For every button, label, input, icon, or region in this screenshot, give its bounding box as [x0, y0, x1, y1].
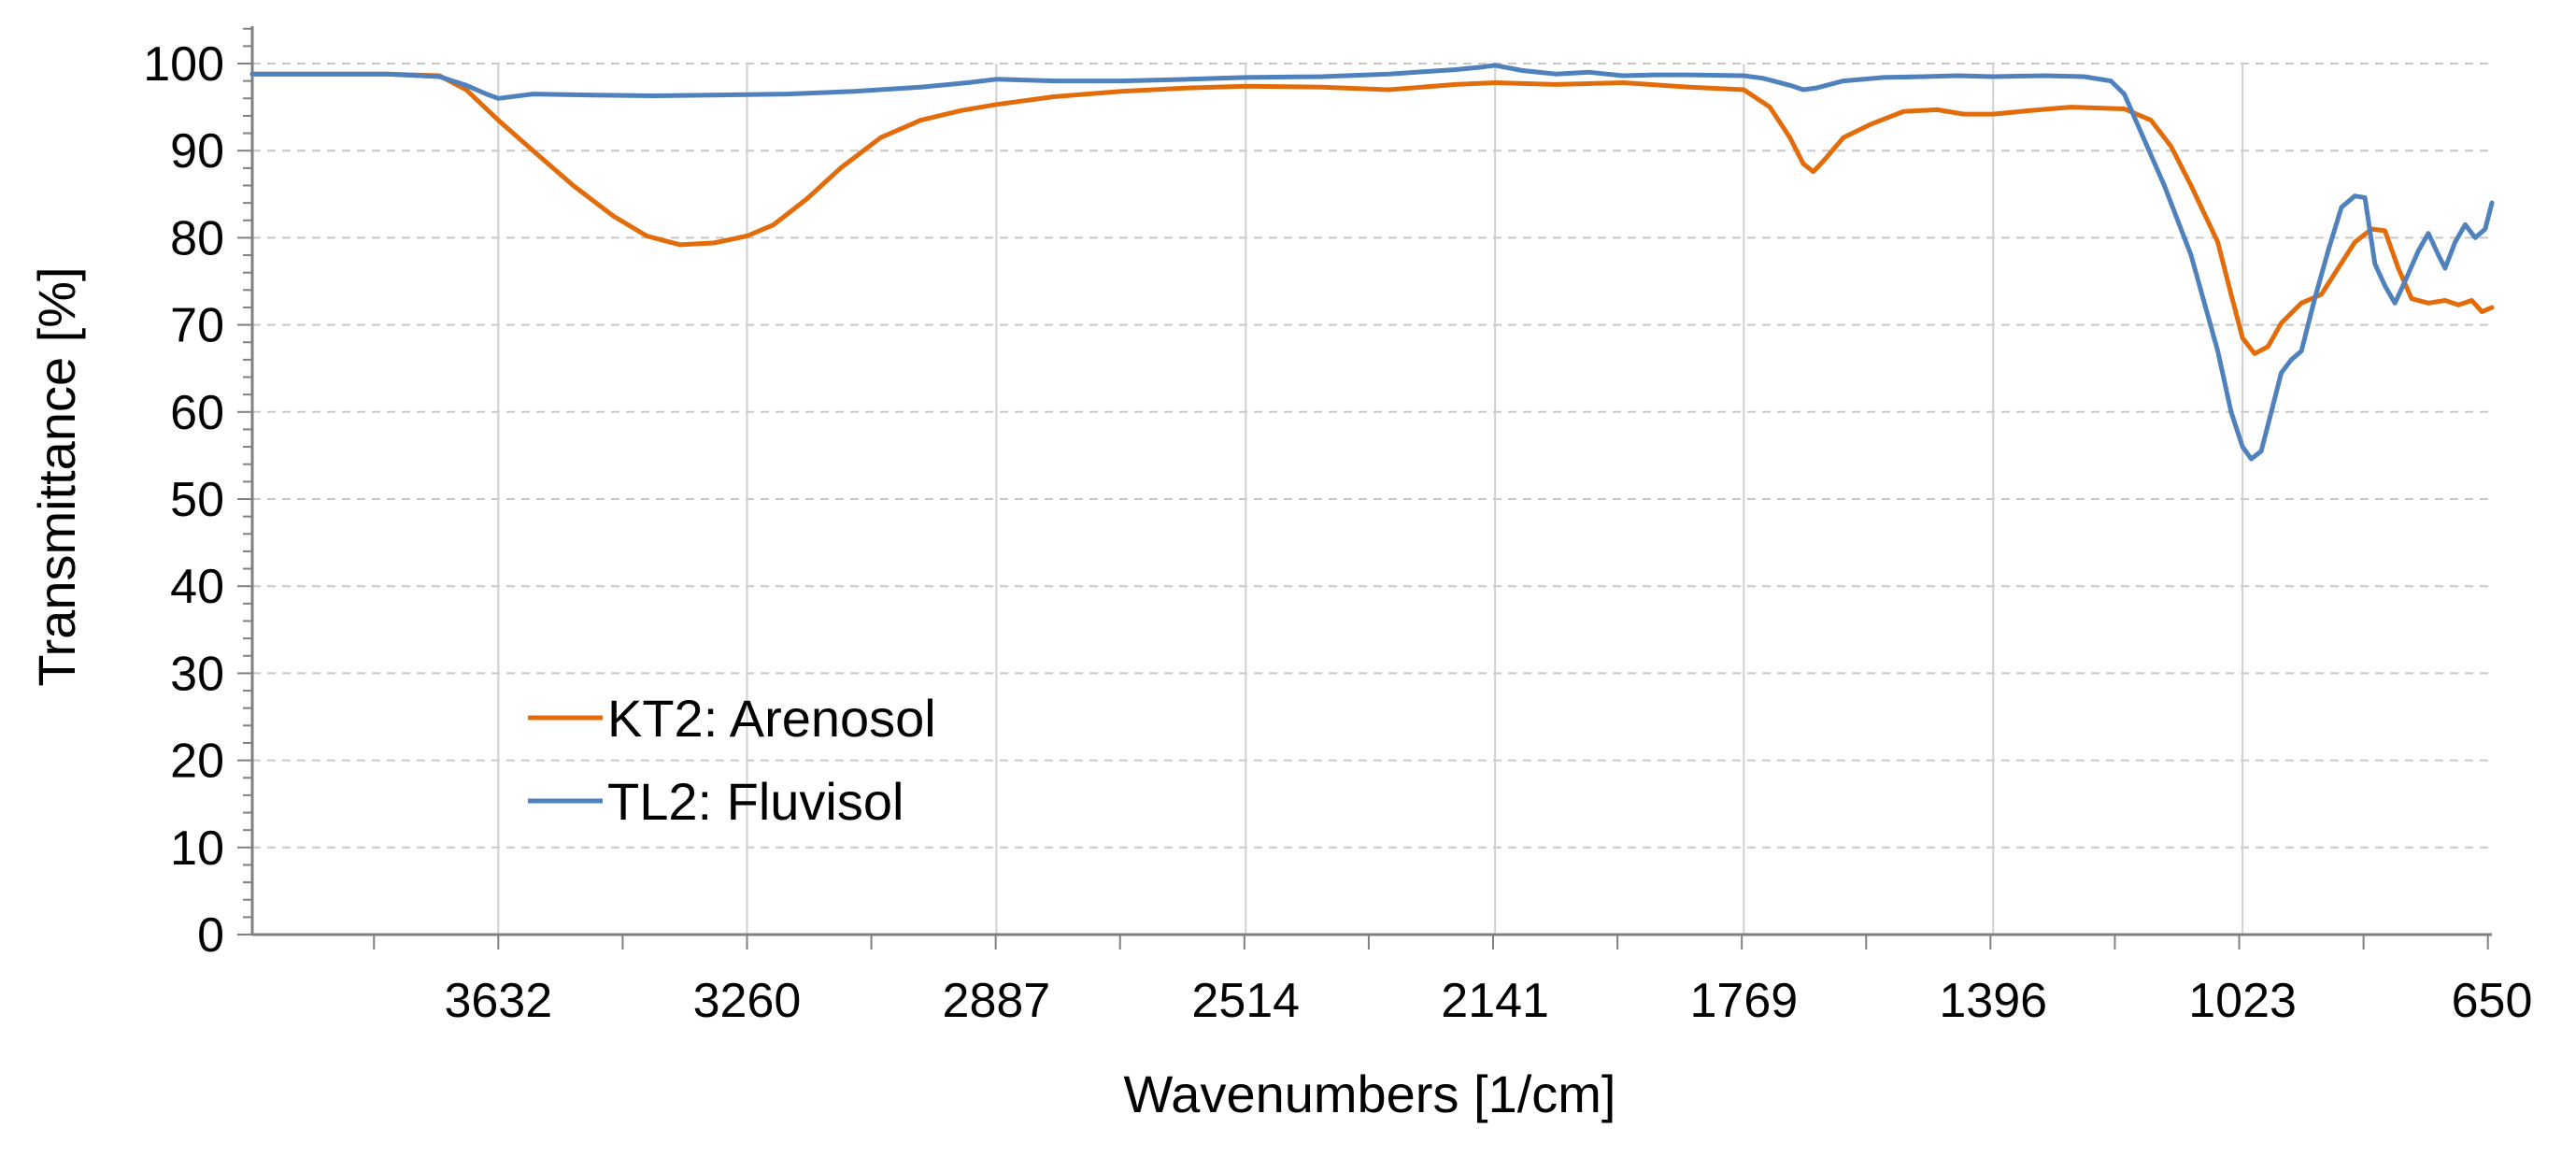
legend: KT2: Arenosol TL2: Fluvisol: [528, 689, 936, 831]
y-tick-label-100: 100: [143, 37, 224, 92]
x-tick-label-1396: 1396: [1939, 974, 2047, 1028]
x-tick-label-3260: 3260: [693, 974, 802, 1028]
y-tick-label-50: 50: [170, 473, 224, 527]
y-axis-title: Transmittance [%]: [27, 266, 86, 686]
y-tick-label-30: 30: [170, 647, 224, 701]
series-line-1: [249, 63, 2495, 462]
legend-label-tl2: TL2: Fluvisol: [607, 772, 904, 831]
y-tick-label-70: 70: [170, 299, 224, 353]
y-tick-label-90: 90: [170, 124, 224, 179]
x-tick-label-650: 650: [2452, 974, 2533, 1028]
vertical-gridlines: [497, 64, 2244, 935]
y-tick-label-0: 0: [197, 908, 224, 963]
axes: [237, 26, 2492, 950]
y-tick-label-10: 10: [170, 821, 224, 876]
x-tick-label-2514: 2514: [1191, 974, 1300, 1028]
series-lines: [249, 63, 2495, 462]
series-line-0: [249, 71, 2495, 356]
y-tick-label-60: 60: [170, 386, 224, 440]
x-tick-labels: 3632 3260 2887 2514 2141 1769 1396 1023 650: [444, 974, 2532, 1028]
y-tick-label-40: 40: [170, 560, 224, 614]
y-tick-labels: 0 10 20 30 40 50 60 70 80 90 100: [143, 37, 224, 963]
legend-label-kt2: KT2: Arenosol: [607, 689, 936, 748]
y-tick-label-20: 20: [170, 735, 224, 789]
x-tick-label-3632: 3632: [444, 974, 552, 1028]
y-tick-label-80: 80: [170, 211, 224, 265]
x-tick-label-1769: 1769: [1689, 974, 1798, 1028]
x-tick-label-2887: 2887: [943, 974, 1051, 1028]
x-tick-label-2141: 2141: [1441, 974, 1549, 1028]
x-axis-title: Wavenumbers [1/cm]: [1124, 1064, 1616, 1123]
x-tick-label-1023: 1023: [2188, 974, 2297, 1028]
